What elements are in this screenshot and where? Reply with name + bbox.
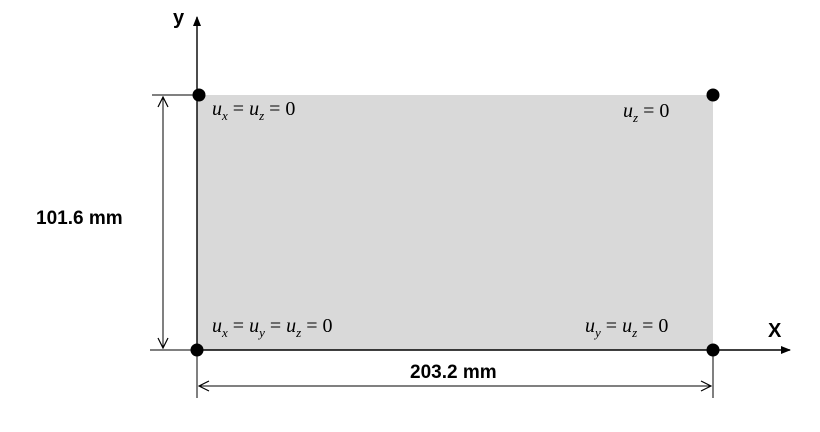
x-axis-label: X: [768, 320, 782, 342]
y-axis-label: y: [173, 7, 185, 29]
bc-label-bottom-right: uy = uz = 0: [585, 315, 668, 340]
width-dimension-label: 203.2 mm: [410, 362, 497, 383]
height-dimension-label: 101.6 mm: [36, 208, 123, 229]
bc-label-bottom-left: ux = uy = uz = 0: [212, 315, 332, 340]
plate-rectangle: [197, 95, 713, 350]
bc-label-top-left: ux = uz = 0: [212, 98, 295, 123]
node-top-left: [192, 88, 206, 102]
bc-label-top-right: uz = 0: [623, 100, 669, 125]
node-top-right: [706, 88, 720, 102]
node-bottom-left: [190, 343, 204, 357]
node-bottom-right: [706, 343, 720, 357]
